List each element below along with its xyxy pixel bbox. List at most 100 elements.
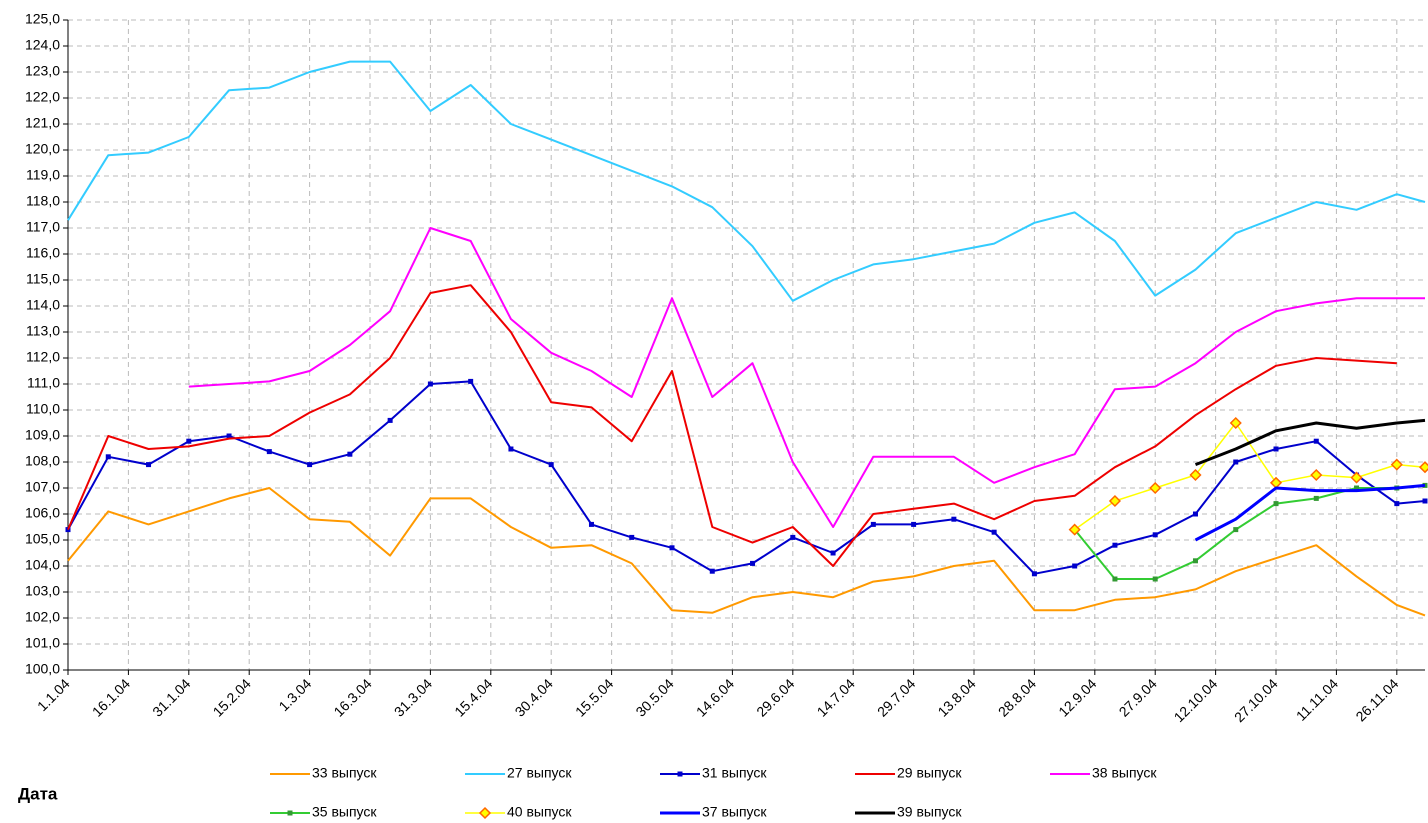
x-tick-label: 28.8.04 [995, 675, 1039, 719]
marker [951, 516, 957, 522]
y-tick-label: 101,0 [25, 635, 60, 651]
y-tick-label: 115,0 [26, 271, 60, 287]
y-tick-label: 109,0 [25, 427, 60, 443]
marker [1354, 485, 1360, 491]
y-tick-label: 105,0 [25, 531, 60, 547]
y-tick-label: 113,0 [26, 323, 60, 339]
marker [629, 534, 635, 540]
marker [146, 462, 152, 468]
series-line [1073, 484, 1426, 580]
x-tick-label: 12.9.04 [1055, 675, 1099, 719]
x-tick-label: 29.7.04 [874, 675, 918, 719]
x-tick-label: 1.1.04 [34, 675, 73, 714]
series-line [1194, 418, 1426, 466]
x-tick-label: 26.11.04 [1352, 675, 1401, 724]
y-tick-label: 114,0 [26, 297, 60, 313]
x-tick-label: 14.6.04 [693, 675, 737, 719]
marker [548, 462, 554, 468]
x-tick-label: 11.11.04 [1293, 675, 1342, 724]
marker [830, 550, 836, 556]
legend-label: 29 выпуск [897, 765, 962, 781]
y-tick-label: 116,0 [26, 245, 60, 261]
marker [588, 521, 594, 527]
x-tick-label: 12.10.04 [1171, 675, 1221, 725]
x-tick-label: 31.1.04 [149, 675, 193, 719]
marker [1112, 542, 1118, 548]
y-tick-label: 120,0 [25, 141, 60, 157]
legend-marker [677, 771, 683, 777]
marker [427, 381, 433, 387]
marker [669, 545, 675, 551]
marker [870, 521, 876, 527]
marker [347, 451, 353, 457]
marker [186, 438, 192, 444]
marker [1418, 461, 1428, 474]
x-tick-label: 29.6.04 [753, 675, 797, 719]
marker [911, 521, 917, 527]
marker [1310, 468, 1323, 482]
marker [1233, 459, 1239, 465]
marker [1269, 476, 1283, 489]
marker [266, 449, 272, 455]
x-tick-label: 15.5.04 [572, 675, 616, 719]
marker [1273, 501, 1279, 507]
y-tick-label: 103,0 [25, 583, 60, 599]
y-tick-label: 111,0 [27, 375, 60, 391]
x-tick-label: 30.4.04 [512, 675, 556, 719]
marker [1072, 563, 1078, 569]
marker [307, 462, 313, 468]
legend-label: 27 выпуск [507, 765, 572, 781]
legend-label: 38 выпуск [1092, 765, 1157, 781]
y-tick-label: 102,0 [25, 609, 60, 625]
y-tick-label: 119,0 [26, 167, 60, 183]
x-tick-label: 16.3.04 [330, 675, 374, 719]
marker [468, 378, 474, 384]
series-line [1194, 483, 1426, 542]
marker [1390, 458, 1403, 471]
x-tick-label: 27.9.04 [1116, 675, 1160, 719]
y-tick-label: 125,0 [25, 11, 60, 27]
x-axis-title: Дата [18, 784, 58, 803]
y-tick-label: 122,0 [25, 89, 60, 105]
marker [387, 417, 393, 423]
y-tick-label: 110,0 [26, 401, 60, 417]
legend-label: 35 выпуск [312, 804, 377, 820]
marker [226, 433, 232, 439]
marker [709, 568, 715, 574]
x-tick-label: 16.1.04 [89, 675, 133, 719]
x-tick-label: 15.4.04 [451, 675, 495, 719]
legend-label: 40 выпуск [507, 804, 572, 820]
y-tick-label: 117,0 [26, 219, 60, 235]
legend-label: 37 выпуск [702, 804, 767, 820]
marker [1313, 438, 1319, 444]
marker [1229, 416, 1242, 430]
y-tick-label: 123,0 [25, 63, 60, 79]
y-tick-label: 104,0 [25, 557, 60, 573]
marker [1149, 481, 1162, 495]
legend-label: 33 выпуск [312, 765, 377, 781]
marker [1192, 511, 1198, 517]
marker [1068, 523, 1081, 536]
y-tick-label: 100,0 [25, 661, 60, 677]
marker [1422, 498, 1428, 504]
legend-label: 39 выпуск [897, 804, 962, 820]
y-tick-label: 106,0 [25, 505, 60, 521]
marker [1233, 527, 1239, 533]
y-tick-label: 124,0 [25, 37, 60, 53]
legend-marker [287, 810, 293, 816]
x-tick-label: 27.10.04 [1231, 675, 1281, 725]
y-tick-label: 108,0 [25, 453, 60, 469]
marker [1031, 571, 1037, 577]
y-tick-label: 121,0 [25, 115, 60, 131]
marker [991, 529, 997, 535]
series-line [67, 60, 1426, 302]
y-tick-label: 112,0 [26, 349, 60, 365]
x-tick-label: 31.3.04 [391, 675, 435, 719]
marker [790, 534, 796, 540]
marker [1350, 471, 1363, 484]
series-line [67, 487, 1426, 617]
x-tick-label: 13.8.04 [934, 675, 978, 719]
marker [508, 446, 514, 452]
series-line [188, 227, 1425, 528]
